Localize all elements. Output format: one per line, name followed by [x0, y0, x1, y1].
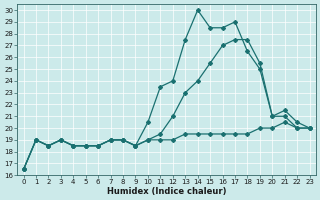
X-axis label: Humidex (Indice chaleur): Humidex (Indice chaleur): [107, 187, 226, 196]
